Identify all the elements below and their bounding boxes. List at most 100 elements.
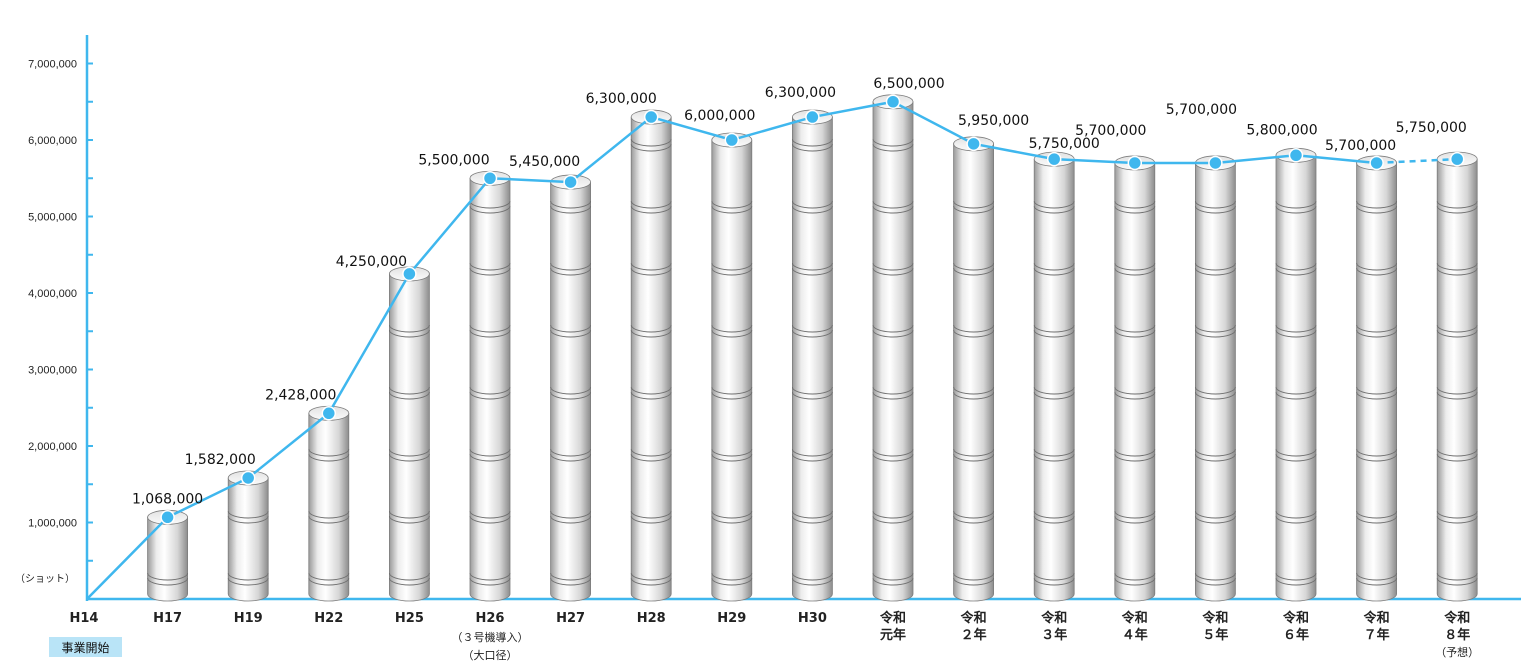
bar-band <box>711 577 753 586</box>
y-unit-label: （ショット） <box>15 573 75 585</box>
bar-band <box>550 577 592 586</box>
bar-band <box>711 386 753 395</box>
bar-body <box>630 116 672 602</box>
bar-band <box>1436 324 1478 333</box>
y-tick-label: 2,000,000 <box>28 441 77 453</box>
bar-body <box>1195 162 1236 602</box>
bar-band <box>791 515 833 524</box>
bar-band <box>711 324 753 333</box>
bar-band <box>550 386 592 395</box>
x-tick-label: 令和 <box>1041 610 1067 626</box>
x-tick-label: 令和 <box>1283 610 1309 626</box>
bar-band <box>1356 200 1398 209</box>
data-point <box>160 510 175 525</box>
bar-band <box>791 138 833 147</box>
bar-body <box>389 273 430 602</box>
bar-band <box>1356 324 1398 333</box>
bar-band <box>550 267 592 276</box>
bar-body <box>147 516 188 602</box>
data-label: 6,000,000 <box>684 108 755 124</box>
bar-band <box>308 577 350 586</box>
bar-band <box>1436 205 1478 214</box>
bar-band <box>1275 262 1317 271</box>
bar-band <box>630 515 672 524</box>
bar-band <box>630 391 672 400</box>
bar-band <box>1356 510 1398 519</box>
bar-band <box>1033 324 1075 333</box>
bar-band <box>711 453 753 462</box>
bar-band <box>388 577 430 586</box>
bar-band <box>630 577 672 586</box>
bar-band <box>1275 453 1317 462</box>
bar-band <box>308 510 350 519</box>
bar-band <box>1194 391 1236 400</box>
bar-band <box>1436 386 1478 395</box>
bar-band <box>1436 267 1478 276</box>
bar-body <box>308 412 350 602</box>
x-tick-label: H28 <box>637 611 666 626</box>
bar-band <box>1275 572 1317 581</box>
bar-band <box>630 324 672 333</box>
bar-band <box>872 138 914 147</box>
bar-band <box>953 267 995 276</box>
bar-band <box>469 453 511 462</box>
bar-band <box>872 391 914 400</box>
x-tick-label: 元年 <box>880 627 906 643</box>
bar-body <box>1356 162 1397 602</box>
bar-band <box>630 262 672 271</box>
bar-band <box>388 448 430 457</box>
bar-body <box>227 477 269 602</box>
bar-band <box>1194 572 1236 581</box>
bar-band <box>711 200 753 209</box>
bar-band <box>469 448 511 457</box>
bar-body <box>1114 162 1156 602</box>
bar-band <box>469 329 511 338</box>
bar-body <box>711 139 753 602</box>
x-tick-label: ２年 <box>961 627 987 643</box>
y-tick-label: 4,000,000 <box>28 288 77 300</box>
bar-band <box>227 510 269 519</box>
bar-band <box>308 515 350 524</box>
bar-band <box>1114 386 1156 395</box>
x-tick-label: ３年 <box>1041 627 1067 643</box>
bar-band <box>1114 200 1156 209</box>
bar-band <box>1033 453 1075 462</box>
bar-body <box>792 116 833 602</box>
data-label: 6,300,000 <box>586 91 657 107</box>
bar-band <box>469 386 511 395</box>
bar-band <box>1436 329 1478 338</box>
bar-band <box>711 391 753 400</box>
bar-band <box>1194 267 1236 276</box>
bar-band <box>550 329 592 338</box>
bar-body <box>469 177 511 602</box>
data-label: 4,250,000 <box>336 254 407 270</box>
x-tick-label: ５年 <box>1202 627 1228 643</box>
bar-band <box>630 510 672 519</box>
bar-band <box>1033 391 1075 400</box>
x-tick-label: ８年 <box>1444 627 1470 643</box>
bar-band <box>953 200 995 209</box>
data-point <box>1449 151 1465 167</box>
data-point <box>482 171 498 186</box>
bar-band <box>630 329 672 338</box>
bar-band <box>388 386 430 395</box>
bar-band <box>550 453 592 462</box>
bar-band <box>791 200 833 209</box>
bar-band <box>550 572 592 581</box>
bar-band <box>711 515 753 524</box>
bar-band <box>388 453 430 462</box>
x-tick-label: 令和 <box>1122 610 1148 626</box>
x-tick-label: H26 <box>476 611 505 626</box>
x-tick-label: 令和 <box>1364 610 1390 626</box>
bar-band <box>872 453 914 462</box>
bar-band <box>1275 391 1317 400</box>
bar-band <box>147 572 189 581</box>
x-tick-label: H30 <box>798 611 827 626</box>
bar-band <box>469 267 511 276</box>
bar-band <box>1275 386 1317 395</box>
bar-band <box>1114 391 1156 400</box>
bar-band <box>630 138 672 147</box>
forecast-line <box>1376 157 1458 165</box>
y-tick-label: 6,000,000 <box>28 135 77 147</box>
bar-band <box>953 205 995 214</box>
